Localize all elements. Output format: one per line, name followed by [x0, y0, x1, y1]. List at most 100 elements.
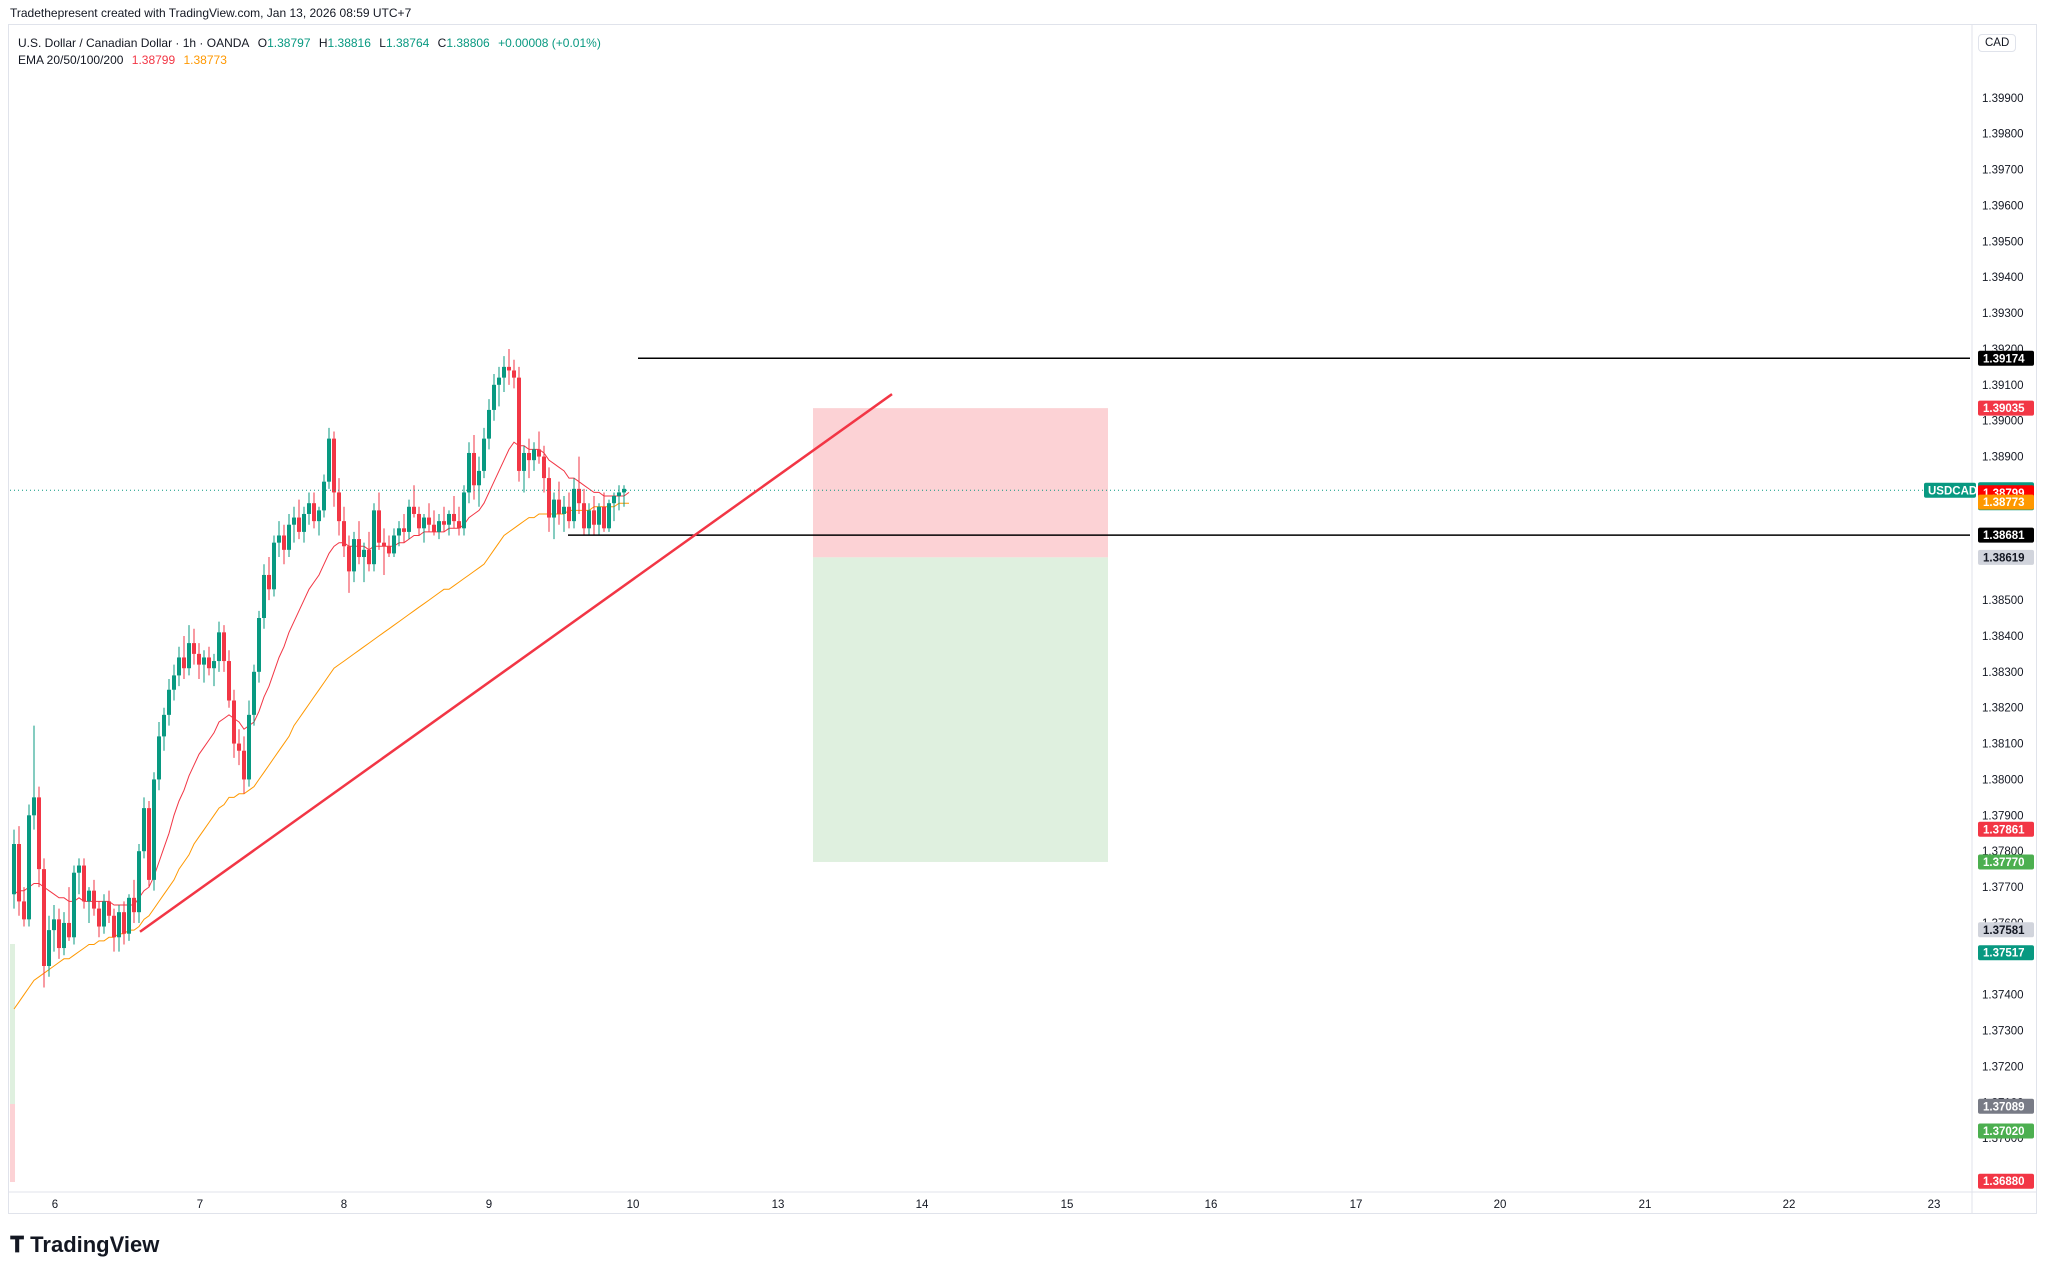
- candle-body: [442, 521, 446, 525]
- candle-body: [472, 452, 476, 486]
- open-value: 1.38797: [267, 36, 311, 50]
- candle: [532, 442, 536, 471]
- stop-loss-zone: [813, 408, 1108, 558]
- candle: [492, 374, 496, 421]
- candle-body: [382, 542, 386, 547]
- candle: [337, 478, 341, 536]
- candle-body: [427, 517, 431, 525]
- candle: [207, 646, 211, 676]
- candle: [102, 894, 106, 934]
- tradingview-logo[interactable]: 𝐓 TradingView: [10, 1232, 159, 1258]
- candle: [107, 890, 111, 923]
- candle-body: [467, 452, 471, 493]
- candle-body: [607, 503, 611, 529]
- ema20-value: 1.38799: [131, 53, 176, 67]
- price-tick-label: 1.39600: [1982, 200, 2024, 212]
- price-tag: 1.38681: [1978, 527, 2034, 543]
- high-value: 1.38816: [327, 36, 371, 50]
- price-tick-label: 1.38900: [1982, 452, 2024, 464]
- candle-body: [82, 865, 86, 902]
- price-tick-label: 1.39400: [1982, 272, 2024, 284]
- candle: [582, 488, 586, 536]
- currency-button[interactable]: CAD: [1978, 34, 2017, 52]
- price-tag-label: 1.38681: [1983, 530, 2025, 542]
- symbol-title[interactable]: U.S. Dollar / Canadian Dollar · 1h · OAN…: [18, 36, 250, 50]
- candle-body: [447, 513, 451, 525]
- candle: [142, 797, 146, 859]
- candle-body: [167, 689, 171, 715]
- candle: [392, 528, 396, 558]
- price-tag: 1.38619: [1978, 549, 2034, 565]
- candle-body: [542, 456, 546, 479]
- candle: [607, 499, 611, 532]
- candle-body: [422, 517, 426, 529]
- candle-body: [197, 653, 201, 665]
- price-tick-label: 1.39500: [1982, 236, 2024, 248]
- price-tick-label: 1.39000: [1982, 416, 2024, 428]
- candle-body: [312, 503, 316, 522]
- price-tag-bg: [1978, 400, 2034, 416]
- candle: [132, 879, 136, 923]
- candle: [32, 725, 36, 830]
- candle-body: [492, 384, 496, 410]
- candle-body: [617, 492, 621, 497]
- candle-body: [232, 700, 236, 744]
- candle-body: [147, 808, 151, 880]
- price-tag-label: 1.38619: [1983, 552, 2025, 564]
- candle: [272, 535, 276, 597]
- ema20-line: [13, 441, 630, 906]
- candle: [322, 474, 326, 518]
- candle-body: [222, 632, 226, 662]
- candle-body: [402, 528, 406, 532]
- time-tick-label: 9: [486, 1199, 492, 1211]
- candle-body: [522, 452, 526, 471]
- price-tag: 1.39035: [1978, 400, 2034, 416]
- candle: [537, 431, 541, 464]
- ema-label[interactable]: EMA 20/50/100/200: [18, 53, 124, 67]
- candle: [437, 513, 441, 540]
- candle-body: [307, 503, 311, 514]
- price-tag-label: 1.37770: [1983, 857, 2025, 869]
- candle: [462, 485, 466, 536]
- candle: [597, 503, 601, 536]
- candle: [57, 908, 61, 959]
- candle-body: [77, 865, 81, 873]
- candle-body: [437, 521, 441, 532]
- candle-body: [62, 922, 66, 949]
- price-tag-bg: [1978, 527, 2034, 543]
- candle: [482, 427, 486, 479]
- candle-body: [202, 657, 206, 665]
- candle-body: [457, 521, 461, 529]
- candle-body: [212, 661, 216, 669]
- candle: [512, 359, 516, 389]
- candle: [137, 844, 141, 923]
- candle-body: [297, 517, 301, 532]
- candle: [617, 485, 621, 511]
- candle-body: [107, 901, 111, 916]
- close-label: C: [437, 36, 447, 50]
- candle: [317, 506, 321, 536]
- candle: [557, 481, 561, 525]
- candle: [452, 496, 456, 529]
- candle: [157, 722, 161, 791]
- candle-body: [277, 535, 281, 543]
- candle: [172, 664, 176, 701]
- candle-body: [132, 897, 136, 913]
- price-tag-bg: [1978, 821, 2034, 837]
- candle-body: [352, 539, 356, 572]
- candle: [67, 887, 71, 941]
- candle: [287, 513, 291, 558]
- open-label: O: [257, 36, 268, 50]
- candle-body: [22, 901, 26, 920]
- candle-body: [52, 919, 56, 931]
- candle: [182, 635, 186, 679]
- price-tag-bg: [1978, 854, 2034, 870]
- candle: [487, 399, 491, 450]
- candle: [242, 736, 246, 794]
- candle-body: [562, 506, 566, 514]
- candle: [522, 445, 526, 493]
- price-tag-label: 1.37581: [1983, 925, 2025, 937]
- candle-body: [272, 542, 276, 590]
- candle-body: [497, 377, 501, 385]
